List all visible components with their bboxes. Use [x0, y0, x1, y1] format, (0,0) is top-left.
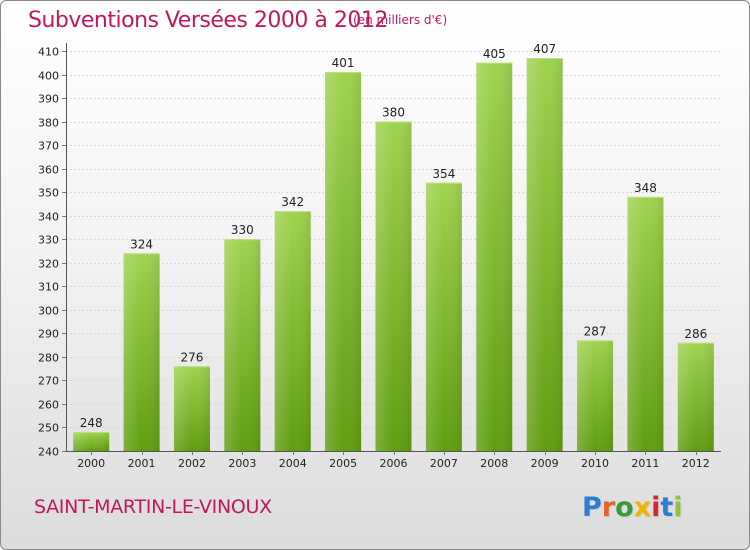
y-tick-label: 320	[38, 258, 59, 271]
y-tick-label: 380	[38, 117, 59, 130]
y-tick-label: 260	[38, 399, 59, 412]
commune-name: SAINT-MARTIN-LE-VINOUX	[34, 496, 272, 518]
data-label: 348	[634, 181, 657, 195]
x-tick-label: 2008	[480, 457, 508, 470]
data-label: 405	[483, 47, 506, 61]
logo-letter: r	[601, 492, 616, 523]
data-label: 330	[231, 223, 254, 237]
x-tick-label: 2003	[228, 457, 256, 470]
proxiti-logo[interactable]: Proxiti	[582, 492, 683, 523]
x-tick-label: 2005	[329, 457, 357, 470]
bar-shading	[224, 239, 261, 451]
data-label: 324	[130, 237, 153, 251]
data-label: 286	[684, 327, 707, 341]
y-tick-label: 360	[38, 164, 59, 177]
chart-title: Subventions Versées 2000 à 2012	[28, 8, 388, 33]
bar-shading	[627, 196, 664, 451]
data-label: 287	[584, 324, 607, 338]
labels: 240 250 260 270 280 290 300 310 320 330 340 350 360 3…	[38, 42, 710, 470]
logo-letter: t	[660, 492, 674, 523]
bar-shading	[677, 342, 714, 451]
y-tick-label: 370	[38, 140, 59, 153]
y-tick-label: 250	[38, 422, 59, 435]
bar-shading	[425, 182, 462, 451]
y-tick-label: 350	[38, 187, 59, 200]
x-tick-label: 2000	[77, 457, 105, 470]
y-tick-label: 300	[38, 305, 59, 318]
bar-shading	[73, 432, 110, 451]
x-tick-label: 2010	[581, 457, 609, 470]
x-tick-label: 2006	[380, 457, 408, 470]
x-tick-label: 2012	[682, 457, 710, 470]
x-tick-label: 2001	[128, 457, 156, 470]
data-label: 248	[80, 416, 103, 430]
bar-shading	[526, 58, 563, 451]
data-label: 401	[332, 56, 355, 70]
data-label: 407	[533, 42, 556, 56]
y-tick-label: 330	[38, 234, 59, 247]
y-tick-label: 310	[38, 281, 59, 294]
bar-shading	[173, 366, 210, 451]
bar-shading	[577, 340, 614, 451]
bar-shading	[375, 121, 412, 452]
bar-shading	[274, 211, 311, 451]
logo-letter: P	[582, 492, 602, 523]
chart-subtitle: (en milliers d'€)	[353, 13, 448, 27]
logo-letter: i	[673, 492, 683, 523]
axes	[62, 43, 721, 455]
logo-letter: o	[615, 492, 634, 523]
y-tick-label: 390	[38, 93, 59, 106]
y-tick-label: 240	[38, 446, 59, 459]
data-label: 276	[181, 350, 204, 364]
data-label: 342	[281, 195, 304, 209]
x-tick-label: 2011	[631, 457, 659, 470]
y-tick-label: 280	[38, 352, 59, 365]
y-tick-label: 340	[38, 211, 59, 224]
bar-shading	[476, 62, 513, 451]
x-tick-label: 2009	[531, 457, 559, 470]
y-tick-label: 400	[38, 70, 59, 83]
x-tick-label: 2007	[430, 457, 458, 470]
bars	[73, 58, 714, 452]
bar-shading	[123, 253, 160, 451]
x-tick-label: 2004	[279, 457, 307, 470]
bar-shading	[325, 72, 362, 452]
y-tick-label: 270	[38, 375, 59, 388]
data-label: 354	[432, 167, 455, 181]
x-tick-label: 2002	[178, 457, 206, 470]
y-tick-label: 290	[38, 328, 59, 341]
logo-letter: x	[633, 492, 652, 523]
data-label: 380	[382, 106, 405, 120]
logo-letter: i	[651, 492, 661, 523]
y-tick-label: 410	[38, 46, 59, 59]
